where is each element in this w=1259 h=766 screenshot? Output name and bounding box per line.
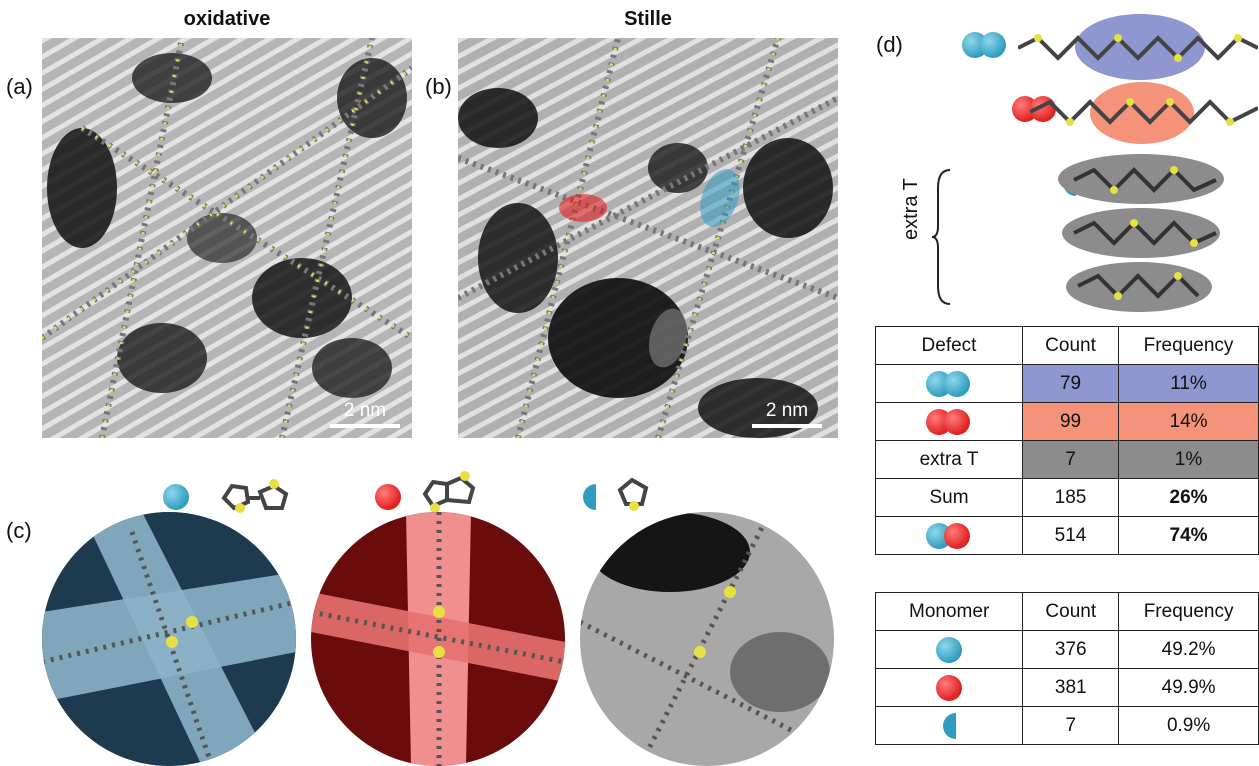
thienothiophene-molecule-icon — [422, 471, 476, 513]
scale-bar-a-label: 2 nm — [343, 400, 387, 421]
table-row: 79 11% — [874, 364, 1259, 403]
chain-blue-blue — [1018, 34, 1258, 62]
defect-icon-cell — [874, 364, 1024, 403]
blue-blue-pair-icon — [962, 32, 1008, 58]
table-row: 99 14% — [874, 402, 1259, 441]
table-row: 7 0.9% — [874, 706, 1259, 745]
half-blue-circle-icon — [942, 712, 956, 739]
frequency-cell: 11% — [1118, 364, 1259, 403]
monomer-icon-cell — [874, 630, 1024, 669]
table-row: Sum 185 26% — [874, 478, 1259, 517]
panel-d-label: (d) — [876, 32, 903, 57]
defect-icon-cell — [874, 516, 1024, 555]
highlight-extra-t-2 — [1062, 208, 1220, 258]
extra-t-text: extra T — [900, 178, 922, 240]
defect-label-cell: Sum — [874, 478, 1024, 517]
count-cell: 7 — [1022, 706, 1120, 745]
stm-texture — [42, 38, 412, 438]
count-cell: 185 — [1022, 478, 1120, 517]
header-defect: Defect — [874, 326, 1024, 365]
table-row: 381 49.9% — [874, 668, 1259, 707]
scale-bar-b: 2 nm — [752, 400, 822, 428]
frequency-cell: 0.9% — [1118, 706, 1259, 745]
blue-red-pair-icon — [926, 522, 972, 549]
count-cell: 381 — [1022, 668, 1120, 707]
count-cell: 99 — [1022, 402, 1120, 441]
red-circle-icon — [936, 674, 963, 701]
bithiophene-molecule-icon — [221, 479, 289, 513]
zoom-circle-gray — [580, 512, 834, 766]
blue-blue-pair-icon — [926, 370, 972, 397]
defect-icon-cell — [874, 402, 1024, 441]
half-blue-circle-icon — [583, 484, 596, 510]
frequency-cell: 26% — [1118, 478, 1259, 517]
frequency-cell: 49.9% — [1118, 668, 1259, 707]
monomer-icon-cell — [874, 706, 1024, 745]
stm-texture-b — [458, 38, 838, 438]
monomer-table: Monomer Count Frequency 376 49.2% 381 49… — [874, 592, 1259, 745]
frequency-cell: 49.2% — [1118, 630, 1259, 669]
highlight-blue-blue — [1075, 14, 1205, 80]
monomer-icon-cell — [874, 668, 1024, 707]
header-monomer: Monomer — [874, 592, 1024, 631]
panel-a-label: (a) — [6, 74, 33, 99]
panel-a-title: oxidative — [183, 8, 271, 30]
header-frequency: Frequency — [1118, 326, 1259, 365]
defect-table: Defect Count Frequency 79 11% 99 14% ext… — [874, 326, 1259, 555]
thiophene-molecule-icon — [617, 477, 649, 511]
defect-table-header: Defect Count Frequency — [874, 326, 1259, 365]
red-circle-icon — [375, 484, 401, 510]
panel-c-label: (c) — [6, 518, 32, 543]
count-cell: 79 — [1022, 364, 1120, 403]
panel-b-title: Stille — [624, 8, 672, 30]
blue-circle-icon — [163, 484, 189, 510]
count-cell: 376 — [1022, 630, 1120, 669]
stm-image-oxidative: 2 nm — [42, 38, 412, 438]
header-count: Count — [1022, 592, 1120, 631]
defect-label-cell: extra T — [874, 440, 1024, 479]
zoom-circle-blue — [42, 512, 296, 766]
count-cell: 7 — [1022, 440, 1120, 479]
red-red-pair-icon — [926, 408, 972, 435]
table-row: extra T 7 1% — [874, 440, 1259, 479]
blue-circle-icon — [936, 636, 963, 663]
frequency-cell: 74% — [1118, 516, 1259, 555]
frequency-cell: 14% — [1118, 402, 1259, 441]
table-row: 376 49.2% — [874, 630, 1259, 669]
frequency-cell: 1% — [1118, 440, 1259, 479]
header-count: Count — [1022, 326, 1120, 365]
stm-image-stille: 2 nm — [458, 38, 838, 438]
monomer-table-header: Monomer Count Frequency — [874, 592, 1259, 631]
table-row: 514 74% — [874, 516, 1259, 555]
chain-extra-t — [1073, 166, 1217, 300]
scale-bar-b-label: 2 nm — [765, 400, 809, 421]
extra-t-brace — [931, 169, 951, 305]
scale-bar-a: 2 nm — [330, 400, 400, 428]
count-cell: 514 — [1022, 516, 1120, 555]
zoom-circle-red — [311, 512, 565, 766]
chain-red-red — [1030, 98, 1258, 126]
header-frequency: Frequency — [1118, 592, 1259, 631]
panel-b-label: (b) — [425, 74, 452, 99]
